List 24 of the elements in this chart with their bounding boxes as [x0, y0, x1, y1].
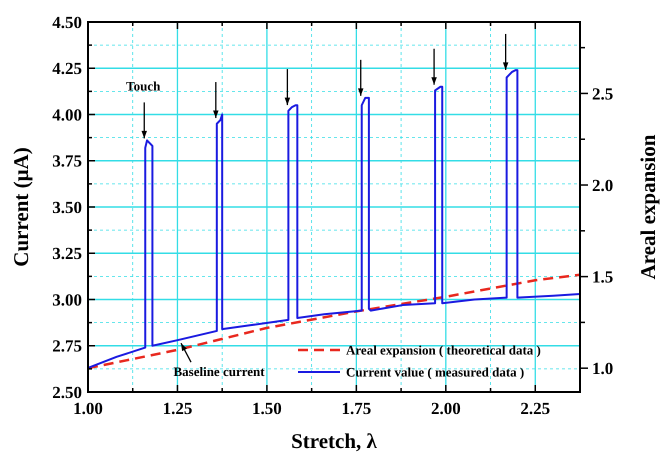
- y2-tick-label: 2.0: [592, 176, 614, 195]
- y-tick-label: 4.50: [52, 12, 82, 32]
- y2-tick-label: 1.0: [592, 359, 614, 378]
- line-series: [87, 69, 581, 369]
- x-tick-label: 2.25: [520, 399, 550, 418]
- y-tick-label: 4.25: [52, 59, 82, 78]
- y-tick-label: 3.75: [52, 152, 82, 171]
- x-tick-label: 1.25: [162, 399, 192, 418]
- x-axis-title: Stretch, λ: [291, 429, 378, 453]
- y2-axis-title: Areal expansion: [636, 134, 660, 280]
- y-tick-label: 3.00: [52, 290, 82, 310]
- y2-tick-label: 2.5: [592, 84, 614, 104]
- x-tick-label: 1.75: [341, 399, 372, 418]
- y2-tick-label: 1.5: [592, 268, 614, 287]
- y-tick-label: 2.75: [52, 336, 82, 356]
- x-tick-label: 1.50: [252, 399, 282, 418]
- y-tick-label: 3.25: [52, 244, 82, 264]
- y-tick-label: 3.50: [52, 198, 82, 217]
- x-tick-label: 1.00: [73, 399, 103, 418]
- annotation: Touch: [126, 78, 162, 94]
- x-tick-label: 2.00: [430, 399, 461, 418]
- y-axis-title: Current (μA): [9, 147, 33, 267]
- y-tick-label: 4.00: [52, 105, 82, 124]
- y-tick-label: 2.50: [52, 382, 82, 402]
